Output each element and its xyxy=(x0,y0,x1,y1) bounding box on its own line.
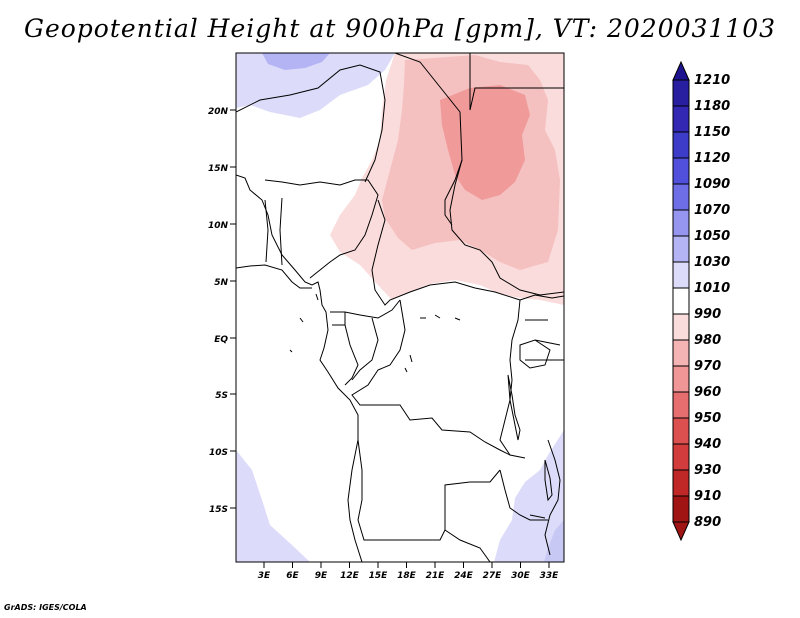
lon-label: 30E xyxy=(511,571,531,581)
credit-label: GrADS: IGES/COLA xyxy=(4,603,87,612)
lon-label: 24E xyxy=(454,571,474,581)
colorbar-label: 1030 xyxy=(694,255,730,270)
lat-label: 20N xyxy=(208,107,229,117)
colorbar-label: 930 xyxy=(694,463,721,478)
chart-title: Geopotential Height at 900hPa [gpm], VT:… xyxy=(23,14,777,43)
colorbar-swatch xyxy=(672,261,690,289)
lat-label: 5S xyxy=(215,391,228,401)
lon-label: 6E xyxy=(286,571,299,581)
latitude-axis: 20N 15N 10N 5N EQ 5S 10S 15S xyxy=(208,107,236,515)
colorbar-swatch xyxy=(672,157,690,185)
border-east-africa xyxy=(519,294,564,361)
lon-label: 12E xyxy=(340,571,360,581)
colorbar-bottom-arrow xyxy=(672,521,690,542)
border-benin-togo xyxy=(264,197,283,266)
colorbar-swatch xyxy=(672,287,690,315)
islands xyxy=(289,293,546,519)
lon-label: 33E xyxy=(540,571,560,581)
lat-label: 5N xyxy=(214,278,228,288)
colorbar-label: 1210 xyxy=(694,73,730,88)
colorbar-label: 890 xyxy=(694,515,721,530)
field-1010-northwest xyxy=(236,53,395,118)
border-chad-sudan xyxy=(449,159,564,296)
colorbar-swatch xyxy=(672,339,690,367)
longitude-axis: 3E 6E 9E 12E 15E 18E 21E 24E 27E 30E 33E xyxy=(258,562,559,581)
border-niger-chad xyxy=(394,53,463,226)
colorbar-label: 1180 xyxy=(694,99,730,114)
colorbar-label: 1070 xyxy=(694,203,730,218)
border-zambia xyxy=(444,469,548,562)
lake-malawi xyxy=(544,459,553,502)
colorbar-label: 950 xyxy=(694,411,721,426)
border-mozambique xyxy=(544,439,561,556)
lat-label: EQ xyxy=(214,335,228,345)
lake-tanganyika xyxy=(507,374,521,441)
border-libya-sudan xyxy=(469,53,564,111)
field-1030-northwest xyxy=(262,53,330,70)
lon-label: 9E xyxy=(315,571,328,581)
colorbar-swatch xyxy=(672,391,690,419)
colorbar-swatch xyxy=(672,131,690,159)
colorbar-label: 910 xyxy=(694,489,721,504)
lon-label: 27E xyxy=(483,571,503,581)
colorbar-swatch xyxy=(672,443,690,471)
colorbar-swatch xyxy=(672,235,690,263)
colorbar: 1210 1180 1150 1120 1090 1070 1050 1030 1010 990 9… xyxy=(672,60,730,542)
colorbar-label: 940 xyxy=(694,437,721,452)
lon-label: 15E xyxy=(369,571,389,581)
colorbar-swatch xyxy=(672,495,690,523)
colorbar-swatch xyxy=(672,417,690,445)
lat-label: 10S xyxy=(209,448,228,458)
colorbar-label: 1010 xyxy=(694,281,730,296)
colorbar-top-arrow xyxy=(672,60,690,81)
lon-label: 18E xyxy=(397,571,417,581)
coastline-west-africa xyxy=(236,174,363,562)
lat-label: 10N xyxy=(208,221,229,231)
colorbar-label: 970 xyxy=(694,359,721,374)
lon-label: 21E xyxy=(426,571,446,581)
colorbar-swatch xyxy=(672,313,690,341)
lon-label: 3E xyxy=(258,571,271,581)
field-970-region xyxy=(440,85,530,200)
colorbar-label: 960 xyxy=(694,385,721,400)
lat-label: 15S xyxy=(209,505,228,515)
height-field xyxy=(236,53,564,562)
border-nigeria xyxy=(264,179,379,279)
colorbar-label: 1050 xyxy=(694,229,730,244)
colorbar-label: 990 xyxy=(694,307,721,322)
border-cameroon-south xyxy=(330,299,401,319)
congo-river xyxy=(344,324,359,386)
boundaries xyxy=(236,53,564,562)
colorbar-label: 1120 xyxy=(694,151,730,166)
colorbar-swatch xyxy=(672,105,690,133)
colorbar-swatch xyxy=(672,79,690,107)
border-algeria-mali xyxy=(236,64,386,183)
lake-victoria xyxy=(519,339,551,369)
field-1010-southwest xyxy=(236,450,310,562)
colorbar-swatch xyxy=(672,365,690,393)
coastline-gulf-guinea xyxy=(236,264,312,289)
border-angola xyxy=(357,439,501,541)
map-frame xyxy=(235,52,565,563)
lat-label: 15N xyxy=(208,164,229,174)
colorbar-label: 1150 xyxy=(694,125,730,140)
colorbar-swatch xyxy=(672,209,690,237)
border-cameroon-car xyxy=(371,199,521,306)
colorbar-swatch xyxy=(672,469,690,497)
colorbar-label: 980 xyxy=(694,333,721,348)
border-drc xyxy=(351,299,511,456)
colorbar-swatch xyxy=(672,183,690,211)
colorbar-label: 1090 xyxy=(694,177,730,192)
